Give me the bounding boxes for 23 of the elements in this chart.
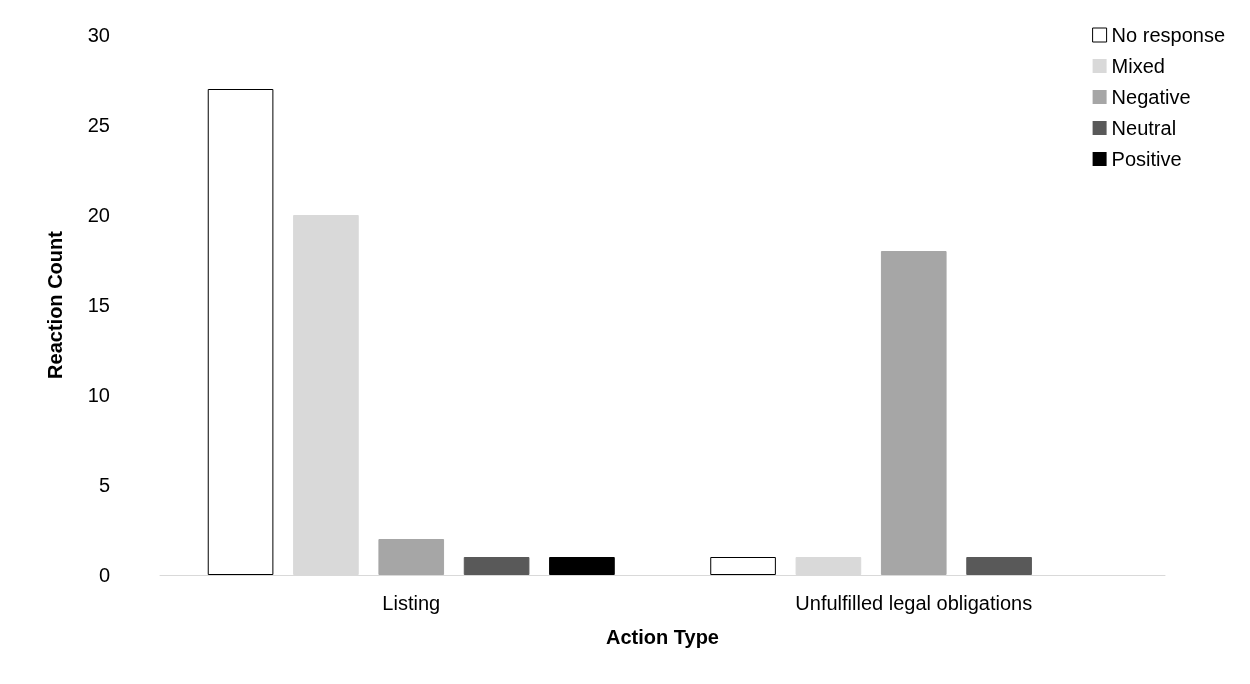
legend-label: Positive (1111, 148, 1182, 170)
legend-label: Negative (1111, 86, 1191, 108)
y-tick-label: 0 (98, 564, 110, 586)
legend-label: No response (1111, 24, 1226, 46)
bar (710, 557, 776, 575)
x-tick-label: Unfulfilled legal obligations (795, 592, 1033, 614)
y-tick-label: 25 (87, 114, 110, 136)
bar (463, 557, 530, 575)
y-axis-title: Reaction Count (44, 230, 66, 379)
bar (549, 557, 615, 575)
x-tick-label: Listing (382, 592, 441, 614)
bar (378, 539, 445, 575)
y-tick-label: 20 (87, 204, 110, 226)
legend-label: Mixed (1111, 55, 1165, 77)
bar (880, 251, 947, 575)
y-tick-label: 30 (87, 24, 110, 46)
x-axis-title: Action Type (606, 626, 719, 648)
y-tick-label: 15 (87, 294, 110, 316)
legend-label: Neutral (1111, 117, 1177, 139)
bar (966, 557, 1032, 575)
bar (207, 89, 274, 575)
y-tick-label: 10 (87, 384, 110, 406)
y-tick-label: 5 (98, 474, 110, 496)
